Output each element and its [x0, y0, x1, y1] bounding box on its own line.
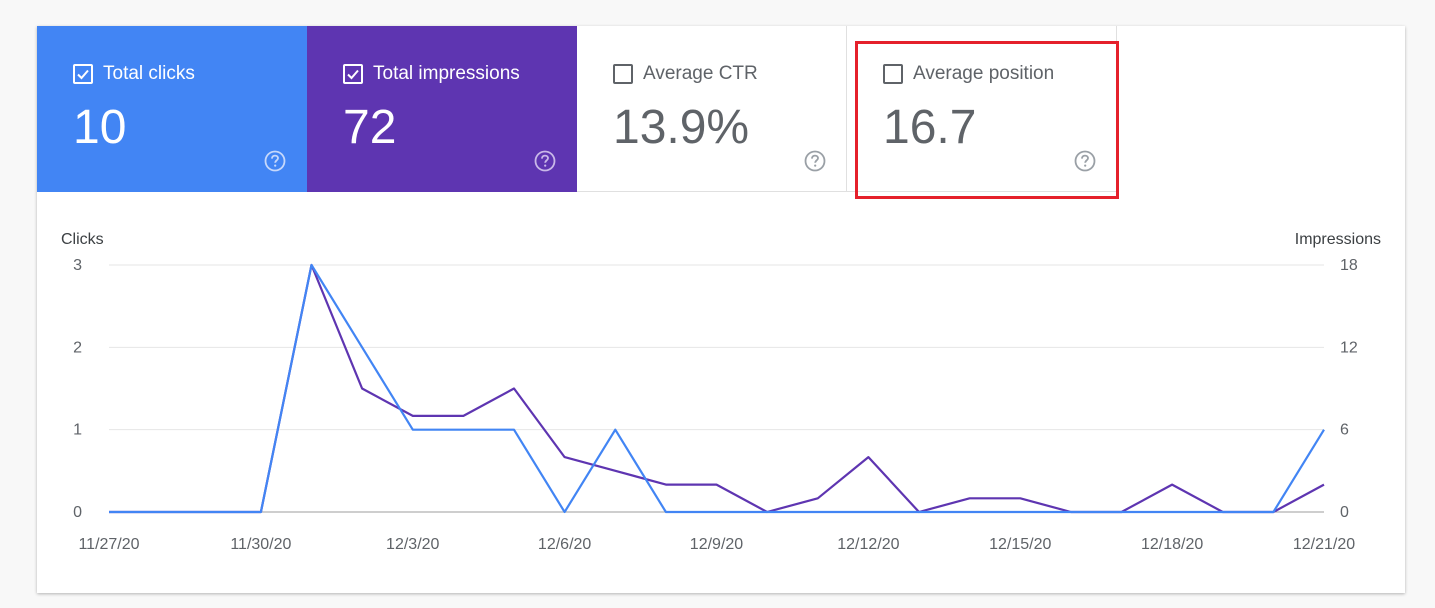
- help-icon[interactable]: [1074, 150, 1096, 172]
- x-tick-label: 12/21/20: [1293, 536, 1355, 553]
- metric-label: Total impressions: [373, 63, 520, 84]
- metric-label: Average position: [913, 63, 1055, 84]
- x-tick-label: 12/6/20: [538, 536, 591, 553]
- x-tick-label: 12/12/20: [837, 536, 899, 553]
- help-icon[interactable]: [804, 150, 826, 172]
- y-tick-left: 3: [73, 257, 82, 274]
- metric-label: Average CTR: [643, 63, 758, 84]
- x-tick-label: 12/15/20: [989, 536, 1051, 553]
- y-tick-left: 0: [73, 504, 82, 521]
- metric-value: 10: [73, 101, 127, 154]
- y-tick-right: 18: [1340, 257, 1358, 274]
- x-tick-label: 12/9/20: [690, 536, 743, 553]
- y-tick-left: 1: [73, 422, 82, 439]
- help-icon[interactable]: [264, 150, 286, 172]
- x-tick-label: 11/27/20: [78, 536, 139, 553]
- x-tick-label: 11/30/20: [230, 536, 291, 553]
- series-line-clicks: [109, 263, 1325, 514]
- metric-tile-average-position[interactable]: Average position 16.7: [847, 26, 1117, 192]
- metric-label: Total clicks: [103, 63, 195, 84]
- metric-tile-average-ctr[interactable]: Average CTR 13.9%: [577, 26, 847, 192]
- y-axis-title-left: Clicks: [61, 231, 104, 248]
- checkbox-checked-icon[interactable]: [343, 64, 363, 84]
- metric-value: 72: [343, 101, 397, 154]
- x-tick-label: 12/18/20: [1141, 536, 1203, 553]
- metric-tile-total-clicks[interactable]: Total clicks 10: [37, 26, 307, 192]
- metric-value: 13.9%: [613, 101, 750, 154]
- series-line-impressions: [109, 263, 1325, 514]
- x-tick-label: 12/3/20: [386, 536, 439, 553]
- checkbox-checked-icon[interactable]: [73, 64, 93, 84]
- metric-value: 16.7: [883, 101, 977, 154]
- y-tick-left: 2: [73, 339, 82, 356]
- y-tick-right: 6: [1340, 422, 1349, 439]
- y-tick-right: 12: [1340, 339, 1358, 356]
- y-tick-right: 0: [1340, 504, 1349, 521]
- help-icon[interactable]: [534, 150, 556, 172]
- metric-tile-total-impressions[interactable]: Total impressions 72: [307, 26, 577, 192]
- checkbox-unchecked-icon[interactable]: [883, 64, 903, 84]
- y-axis-title-right: Impressions: [1295, 231, 1381, 248]
- metric-tiles: Total clicks 10 Total impressions 72: [37, 26, 1119, 199]
- performance-card: Total clicks 10 Total impressions 72: [37, 26, 1405, 593]
- checkbox-unchecked-icon[interactable]: [613, 64, 633, 84]
